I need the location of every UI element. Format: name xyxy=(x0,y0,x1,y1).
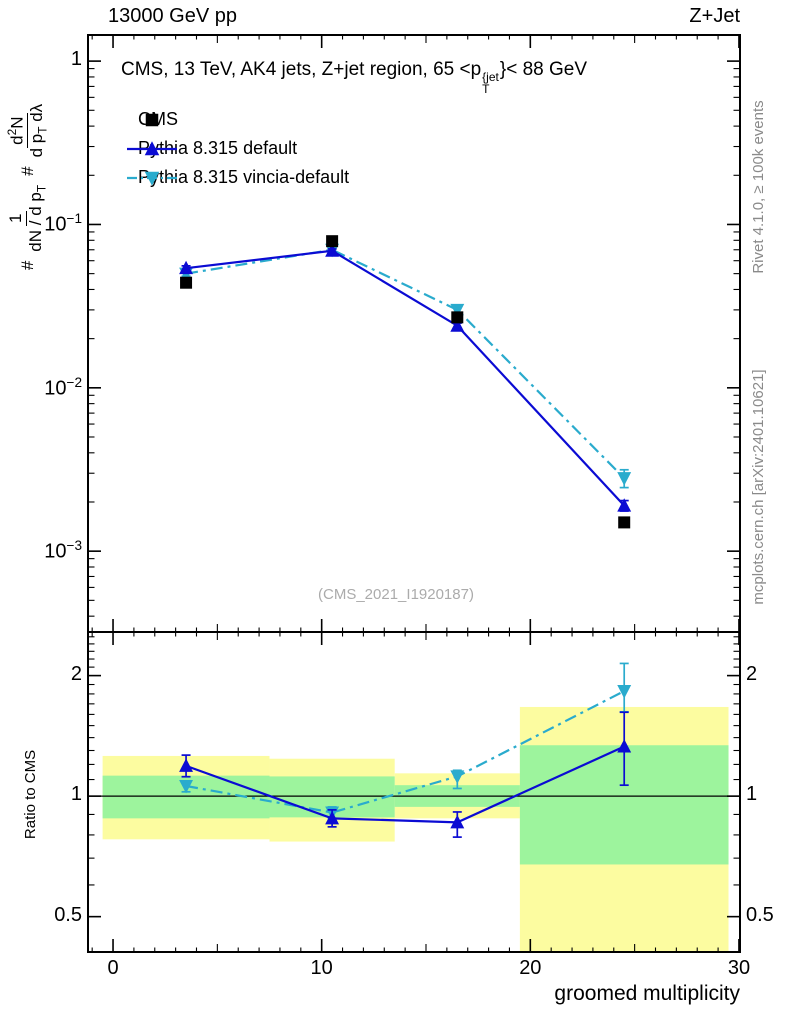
ratio-tick-label-left: 2 xyxy=(70,662,82,685)
x-tick-label: 20 xyxy=(519,957,542,979)
hash-symbol: # xyxy=(17,166,37,176)
data-marker-triangle-up xyxy=(450,318,465,332)
pt-jet-sub: T xyxy=(482,82,490,96)
process-label: Z+Jet xyxy=(689,5,740,27)
data-marker-square xyxy=(618,516,631,529)
data-marker-triangle-up xyxy=(179,758,194,772)
pythia-default-marker-icon xyxy=(127,140,177,155)
ratio-tick-label-right: 0.5 xyxy=(746,903,774,926)
x-tick-label: 30 xyxy=(727,957,751,979)
differential-fraction: d2N d pT dλ xyxy=(5,103,50,158)
ratio-plot-panel xyxy=(87,631,741,953)
pt-jet-sup: {jet xyxy=(482,70,499,84)
x-axis-label: groomed multiplicity xyxy=(554,982,740,1005)
data-marker-triangle-down xyxy=(617,472,632,486)
legend-label: Pythia 8.315 vincia-default xyxy=(138,167,350,187)
legend-item-pythia-vincia: Pythia 8.315 vincia-default xyxy=(126,163,349,192)
data-marker-triangle-down xyxy=(450,770,465,784)
y-tick-label: 10−2 xyxy=(44,374,82,400)
data-marker-triangle-up xyxy=(179,260,194,275)
y-tick-label: 10−1 xyxy=(44,211,82,237)
data-marker-triangle-up xyxy=(617,498,632,512)
data-marker-triangle-up xyxy=(144,140,160,155)
data-marker-square xyxy=(326,235,339,248)
data-marker-triangle-up xyxy=(325,810,340,825)
hash-symbol: # xyxy=(17,260,37,271)
data-marker-square xyxy=(451,311,464,324)
x-tick-label: 0 xyxy=(107,957,119,979)
ratio-tick-label-right: 2 xyxy=(746,662,758,685)
legend-label: Pythia 8.315 default xyxy=(138,138,298,158)
plot-title-text: CMS, 13 TeV, AK4 jets, Z+jet region, 65 … xyxy=(121,59,482,80)
legend-item-pythia-default: Pythia 8.315 default xyxy=(126,134,349,163)
cms-marker-icon xyxy=(145,113,159,126)
data-marker-triangle-up xyxy=(450,814,465,829)
ratio-tick-label-right: 1 xyxy=(746,783,758,806)
data-marker-triangle-down xyxy=(450,303,465,318)
pt-jet-stack: {jet T xyxy=(482,71,499,95)
series-line xyxy=(185,745,625,824)
data-marker-square xyxy=(145,113,159,126)
pythia-vincia-marker-icon xyxy=(127,171,177,186)
data-marker-triangle-down xyxy=(179,779,194,794)
y-axis-label: # 1 dN / d pT # d2N d pT dλ xyxy=(5,30,50,342)
series-line xyxy=(185,249,626,507)
data-marker-triangle-down xyxy=(144,171,160,186)
x-tick-label: 10 xyxy=(310,957,333,979)
data-marker-triangle-up xyxy=(617,739,632,753)
ratio-tick-label-left: 0.5 xyxy=(54,903,82,926)
data-marker-square xyxy=(180,276,193,289)
data-marker-triangle-up xyxy=(325,243,340,257)
ratio-tick-label-left: 1 xyxy=(70,783,82,806)
data-marker-triangle-down xyxy=(617,685,632,699)
mcplots-reference-note: mcplots.cern.ch [arXiv:2401.10621] xyxy=(750,369,767,605)
y-tick-label: 10−3 xyxy=(44,538,82,563)
legend: CMS Pythia 8.315 default Pythia 8.315 vi… xyxy=(126,105,349,192)
plot-title-tail: }< 88 GeV xyxy=(499,59,588,80)
legend-item-cms: CMS xyxy=(126,105,349,134)
analysis-id-watermark: (CMS_2021_I1920187) xyxy=(318,586,474,603)
series-line xyxy=(185,248,625,479)
beam-energy-label: 13000 GeV pp xyxy=(108,5,237,27)
plot-title: CMS, 13 TeV, AK4 jets, Z+jet region, 65 … xyxy=(121,59,587,95)
y-tick-label: 1 xyxy=(70,48,82,71)
plot-frame xyxy=(87,631,741,953)
rivet-version-note: Rivet 4.1.0, ≥ 100k events xyxy=(750,100,767,274)
